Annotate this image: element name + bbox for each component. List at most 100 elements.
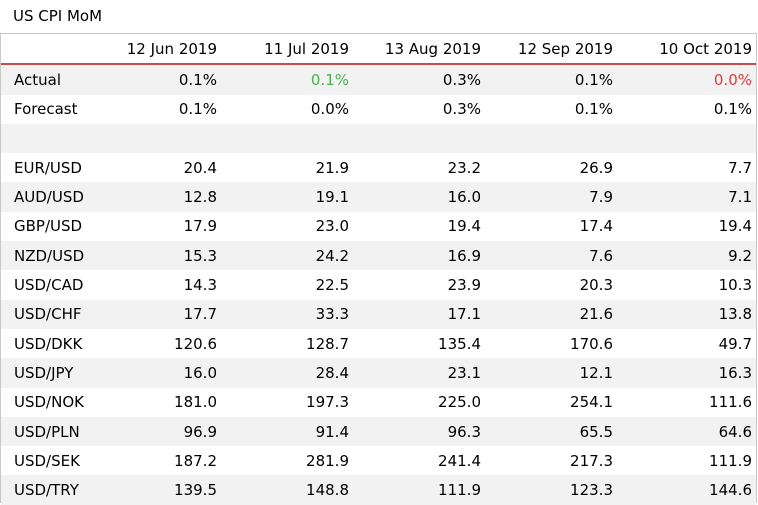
table-cell: 16.9 (353, 241, 485, 271)
header-cell: 13 Aug 2019 (353, 34, 485, 66)
table-cell: 21.9 (315, 158, 349, 177)
table-cell (91, 123, 221, 154)
table-cell (353, 123, 485, 154)
table-row: USD/TRY 139.5 148.8 111.9 123.3 144.6 (1, 475, 756, 505)
table-cell: 26.9 (579, 158, 613, 177)
table-row: Actual 0.1% 0.1% 0.3% 0.1% 0.0% (1, 64, 756, 95)
table-cell: 181.0 (174, 393, 217, 412)
row-label: NZD/USD (1, 241, 91, 271)
table-cell: 7.9 (485, 182, 617, 212)
table-cell: 96.9 (91, 416, 221, 447)
table-cell: 135.4 (438, 334, 481, 353)
table-cell: 0.0% (310, 100, 349, 119)
table-row: USD/CHF 17.7 33.3 17.1 21.6 13.8 (1, 299, 756, 329)
table-cell: 20.4 (183, 158, 217, 177)
table-row: USD/JPY 16.0 28.4 23.1 12.1 16.3 (1, 358, 756, 388)
table-cell: 197.3 (306, 393, 349, 412)
table-row: NZD/USD 15.3 24.2 16.9 7.6 9.2 (1, 241, 756, 271)
table-cell: 9.2 (617, 241, 756, 271)
row-label: Forecast (14, 100, 78, 119)
row-label: Actual (1, 64, 91, 95)
table-cell: 187.2 (174, 451, 217, 470)
table-cell: 144.6 (617, 475, 756, 505)
table-cell: 49.7 (718, 334, 752, 353)
table-cell: 23.0 (315, 217, 349, 236)
table-cell: 225.0 (438, 393, 481, 412)
row-label: GBP/USD (14, 217, 83, 236)
table-cell: 17.4 (579, 217, 613, 236)
header-cell: 10 Oct 2019 (617, 34, 756, 66)
table-cell: 23.1 (353, 358, 485, 388)
table-cell: 16.3 (617, 358, 756, 388)
table-cell: 28.4 (221, 358, 353, 388)
table-cell: 120.6 (174, 334, 217, 353)
table-cell: 21.6 (485, 299, 617, 329)
table-row: Forecast 0.1% 0.0% 0.3% 0.1% 0.1% (1, 95, 756, 124)
table-cell: 23.2 (447, 158, 481, 177)
table-cell: 17.7 (91, 299, 221, 329)
row-label: USD/SEK (14, 451, 80, 470)
table-row: USD/SEK 187.2 281.9 241.4 217.3 111.9 (1, 446, 756, 475)
table-cell: 128.7 (306, 334, 349, 353)
header-row: 12 Jun 2019 11 Jul 2019 13 Aug 2019 12 S… (1, 34, 756, 66)
table-cell: 15.3 (91, 241, 221, 271)
table-cell: 7.7 (728, 158, 752, 177)
table-cell: 64.6 (617, 416, 756, 447)
table-cell: 17.9 (183, 217, 217, 236)
row-label: USD/CAD (14, 276, 84, 295)
table-row: EUR/USD 20.4 21.9 23.2 26.9 7.7 (1, 153, 756, 182)
table-cell: 139.5 (91, 475, 221, 505)
row-label: USD/PLN (1, 416, 91, 447)
table-cell: 19.1 (221, 182, 353, 212)
table-cell: 170.6 (570, 334, 613, 353)
table-cell: 19.4 (447, 217, 481, 236)
table-cell: 254.1 (570, 393, 613, 412)
table-cell (617, 123, 756, 154)
table-cell: 91.4 (221, 416, 353, 447)
header-cell: 11 Jul 2019 (221, 34, 353, 66)
table-cell: 7.6 (485, 241, 617, 271)
table-row-spacer (1, 123, 756, 154)
row-label: USD/NOK (14, 393, 84, 412)
table-cell: 148.8 (221, 475, 353, 505)
table-cell (485, 123, 617, 154)
table-row: USD/DKK 120.6 128.7 135.4 170.6 49.7 (1, 329, 756, 358)
table-cell: 12.8 (91, 182, 221, 212)
table-cell: 0.3% (442, 100, 481, 119)
row-label: EUR/USD (14, 158, 82, 177)
table-title: US CPI MoM (13, 7, 103, 25)
data-table-frame: 12 Jun 2019 11 Jul 2019 13 Aug 2019 12 S… (0, 33, 757, 505)
row-label: USD/CHF (1, 299, 91, 329)
table-cell: 17.1 (353, 299, 485, 329)
table-cell: 0.1% (178, 100, 217, 119)
row-label: USD/TRY (1, 475, 91, 505)
table-row: USD/CAD 14.3 22.5 23.9 20.3 10.3 (1, 270, 756, 299)
cpi-table: 12 Jun 2019 11 Jul 2019 13 Aug 2019 12 S… (1, 34, 756, 505)
table-row: GBP/USD 17.9 23.0 19.4 17.4 19.4 (1, 212, 756, 241)
table-cell: 12.1 (485, 358, 617, 388)
table-cell: 111.9 (709, 451, 752, 470)
table-cell: 33.3 (221, 299, 353, 329)
table-cell: 14.3 (183, 276, 217, 295)
table-cell: 281.9 (306, 451, 349, 470)
table-cell: 16.0 (91, 358, 221, 388)
table-cell: 111.9 (353, 475, 485, 505)
table-row: AUD/USD 12.8 19.1 16.0 7.9 7.1 (1, 182, 756, 212)
table-row: USD/PLN 96.9 91.4 96.3 65.5 64.6 (1, 416, 756, 447)
table-row: USD/NOK 181.0 197.3 225.0 254.1 111.6 (1, 388, 756, 417)
table-cell: 10.3 (718, 276, 752, 295)
row-label: USD/DKK (14, 334, 83, 353)
header-cell: 12 Sep 2019 (485, 34, 617, 66)
header-cell: 12 Jun 2019 (91, 34, 221, 66)
table-cell: 0.3% (353, 64, 485, 95)
table-cell: 0.0% (617, 64, 756, 95)
table-cell: 123.3 (485, 475, 617, 505)
table-cell: 22.5 (315, 276, 349, 295)
table-cell: 65.5 (485, 416, 617, 447)
table-cell: 24.2 (221, 241, 353, 271)
table-cell: 0.1% (485, 64, 617, 95)
row-label (1, 123, 91, 154)
table-cell: 0.1% (713, 100, 752, 119)
table-cell: 13.8 (617, 299, 756, 329)
table-cell: 23.9 (447, 276, 481, 295)
